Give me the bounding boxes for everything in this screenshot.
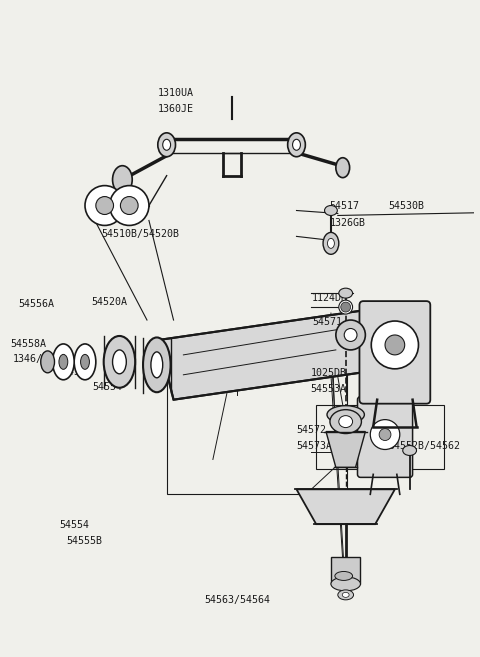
Text: 54552B/54562: 54552B/54562	[389, 442, 461, 451]
Ellipse shape	[293, 139, 300, 150]
Circle shape	[379, 428, 391, 441]
Ellipse shape	[41, 351, 55, 373]
Ellipse shape	[81, 354, 89, 369]
Text: 1124DH: 1124DH	[312, 293, 348, 303]
Text: 1310UA: 1310UA	[158, 88, 194, 98]
Bar	[316, 405, 444, 469]
Ellipse shape	[324, 206, 337, 215]
Text: 54558A: 54558A	[11, 339, 47, 350]
Ellipse shape	[323, 233, 339, 254]
Text: 54517: 54517	[330, 201, 360, 211]
Ellipse shape	[74, 344, 96, 380]
Circle shape	[370, 420, 400, 449]
Circle shape	[341, 302, 350, 312]
Ellipse shape	[112, 350, 126, 374]
FancyBboxPatch shape	[358, 397, 413, 478]
Circle shape	[96, 196, 114, 214]
Ellipse shape	[335, 572, 353, 580]
Ellipse shape	[338, 590, 354, 600]
Ellipse shape	[331, 577, 360, 591]
FancyBboxPatch shape	[360, 301, 430, 403]
Text: 1025DB: 1025DB	[311, 368, 347, 378]
Ellipse shape	[158, 133, 176, 157]
Text: 1360JE: 1360JE	[158, 104, 194, 114]
Text: 54554: 54554	[60, 520, 90, 530]
Bar	[167, 340, 347, 494]
Text: 54553A: 54553A	[311, 384, 347, 394]
Text: 54510B/54520B: 54510B/54520B	[102, 229, 180, 238]
Ellipse shape	[344, 328, 357, 342]
Circle shape	[371, 321, 419, 369]
Circle shape	[85, 186, 124, 225]
Ellipse shape	[403, 445, 417, 455]
Ellipse shape	[112, 166, 132, 194]
Ellipse shape	[59, 354, 68, 369]
Text: 54572: 54572	[297, 425, 326, 435]
Text: 54555B: 54555B	[66, 536, 102, 546]
Ellipse shape	[288, 133, 305, 157]
Text: 1326GB: 1326GB	[330, 217, 366, 227]
Text: 54571: 54571	[312, 317, 342, 327]
Polygon shape	[159, 310, 380, 399]
Ellipse shape	[330, 410, 361, 434]
Ellipse shape	[336, 320, 365, 350]
Text: 54573A: 54573A	[297, 442, 333, 451]
Circle shape	[109, 186, 149, 225]
Ellipse shape	[143, 338, 170, 392]
Polygon shape	[326, 432, 365, 467]
Text: 54530B: 54530B	[389, 201, 425, 211]
Ellipse shape	[327, 405, 364, 424]
Ellipse shape	[342, 593, 349, 597]
Ellipse shape	[52, 344, 74, 380]
Ellipse shape	[336, 158, 349, 177]
Circle shape	[120, 196, 138, 214]
Ellipse shape	[104, 336, 135, 388]
Ellipse shape	[339, 416, 353, 428]
Polygon shape	[297, 489, 395, 524]
Polygon shape	[331, 557, 360, 584]
Text: 54563/54564: 54563/54564	[204, 595, 271, 605]
Text: 54557: 54557	[62, 367, 92, 377]
Ellipse shape	[151, 352, 163, 378]
Text: 54556A: 54556A	[19, 299, 55, 309]
Ellipse shape	[327, 238, 335, 248]
Ellipse shape	[163, 139, 170, 150]
Circle shape	[385, 335, 405, 355]
Text: 54520A: 54520A	[91, 298, 127, 307]
Ellipse shape	[339, 300, 353, 314]
Ellipse shape	[339, 288, 353, 298]
Text: 1346/: 1346/	[12, 354, 42, 364]
Text: 54554: 54554	[93, 382, 122, 392]
